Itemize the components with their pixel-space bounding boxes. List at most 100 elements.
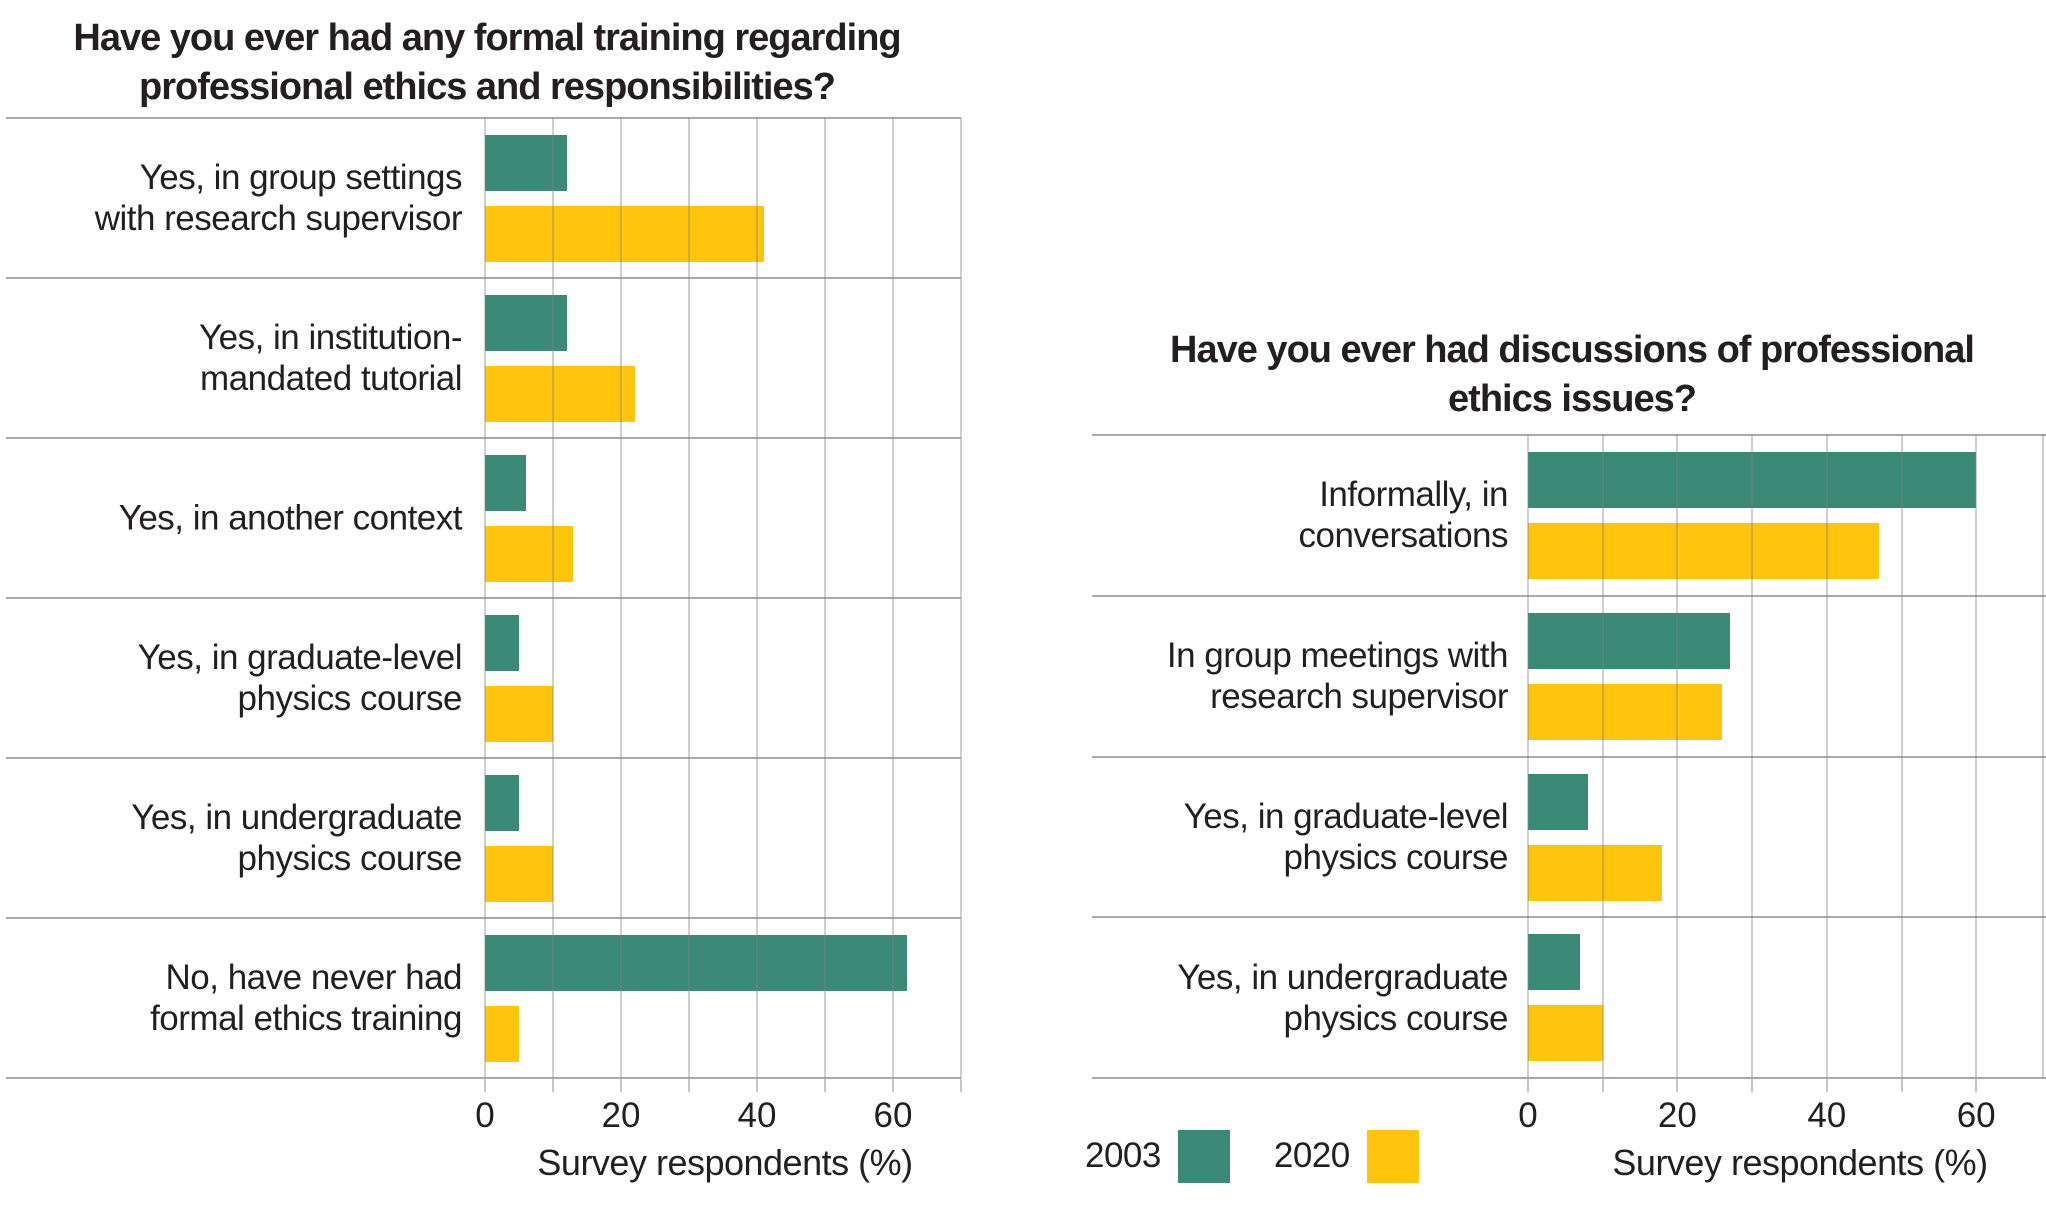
- right-category-label-line: research supervisor: [1210, 677, 1508, 717]
- right-category-label: Yes, in graduate-level physics course: [1183, 796, 1509, 878]
- right-row-divider: [1092, 594, 2046, 597]
- legend-entry-2020: 2020: [1273, 1129, 1419, 1183]
- right-chart-title: Have you ever had discussions of profess…: [1170, 326, 1975, 424]
- left-x-axis-label: Survey respondents (%): [537, 1142, 913, 1183]
- left-bar-2003-row-5: [485, 775, 519, 831]
- left-category-label-line: Yes, in institution-: [198, 318, 463, 357]
- legend: 2003 2020: [1085, 1128, 1419, 1184]
- right-row-divider: [1092, 755, 2046, 758]
- left-axis-tick: [552, 1079, 554, 1092]
- left-category-label-line: No, have never had: [165, 958, 463, 997]
- right-axis-tick: [1676, 1079, 1679, 1092]
- right-bar-2020-row-4: [1528, 1005, 1603, 1062]
- right-tick-label: 40: [1807, 1096, 1847, 1135]
- left-tick-label: 60: [873, 1096, 913, 1135]
- left-axis-tick: [892, 1079, 894, 1092]
- left-bar-2003-row-1: [485, 135, 567, 191]
- left-category-label-line: Yes, in graduate-level: [137, 638, 463, 677]
- right-bar-2003-row-4: [1528, 934, 1580, 991]
- right-chart-title-line-1: Have you ever had discussions of profess…: [1170, 329, 1975, 371]
- left-gridline: [552, 118, 554, 1078]
- left-category-label: No, have never had formal ethics training: [150, 957, 462, 1039]
- left-bar-2020-row-3: [485, 526, 573, 582]
- left-bar-2003-row-4: [485, 615, 519, 671]
- left-tick-label: 40: [737, 1096, 777, 1135]
- right-gridline: [1527, 435, 1529, 1078]
- left-axis-tick: [620, 1079, 622, 1092]
- left-bar-2003-row-6: [485, 935, 907, 991]
- right-gridline: [1601, 435, 1604, 1078]
- right-category-label-line: In group meetings with: [1166, 636, 1509, 676]
- left-category-label-line: Yes, in undergraduate: [131, 798, 462, 837]
- right-axis-tick: [1975, 1079, 1978, 1092]
- right-category-label-line: Yes, in undergraduate: [1177, 957, 1508, 997]
- left-gridline: [824, 118, 826, 1078]
- left-bar-2020-row-1: [485, 206, 764, 262]
- right-plot-right-edge: [2042, 435, 2044, 1078]
- right-gridline: [1900, 435, 1903, 1078]
- right-row-divider: [1092, 434, 2046, 436]
- right-category-label: Informally, in conversations: [1298, 474, 1509, 556]
- left-bar-2003-row-3: [485, 455, 526, 511]
- right-axis-tick: [1825, 1079, 1828, 1092]
- right-category-label: In group meetings with research superviso…: [1166, 635, 1509, 717]
- left-tick-label: 20: [601, 1096, 641, 1135]
- right-tick-label: 0: [1518, 1096, 1538, 1135]
- left-row-divider: [6, 437, 961, 439]
- legend-swatch-2003: [1177, 1129, 1230, 1183]
- left-chart-title-line-1: Have you ever had any formal training re…: [73, 17, 901, 59]
- right-tick-label: 20: [1657, 1096, 1697, 1135]
- left-category-label-line: Yes, in group settings: [139, 158, 463, 197]
- right-category-label-line: physics course: [1283, 837, 1509, 877]
- left-category-label-line: mandated tutorial: [200, 359, 462, 398]
- right-row-divider: [1092, 916, 2046, 919]
- left-chart-title-line-2: professional ethics and responsibilities…: [139, 66, 836, 108]
- left-row-divider: [6, 917, 961, 919]
- right-category-label: Yes, in undergraduate physics course: [1177, 957, 1508, 1039]
- left-row-divider: [6, 1077, 961, 1079]
- left-category-label-line: physics course: [237, 839, 463, 878]
- left-category-label-line: Yes, in another context: [118, 498, 463, 538]
- right-row-divider: [1092, 1077, 2046, 1079]
- right-bar-2020-row-2: [1528, 683, 1722, 740]
- left-gridline: [960, 118, 962, 1078]
- left-gridline: [620, 118, 622, 1078]
- right-category-label-line: Informally, in: [1319, 475, 1508, 515]
- right-axis-tick: [1900, 1079, 1903, 1092]
- legend-label-2020: 2020: [1273, 1136, 1350, 1175]
- left-gridline: [484, 118, 486, 1078]
- left-chart-title: Have you ever had any formal training re…: [73, 14, 901, 112]
- right-gridline: [1825, 435, 1828, 1078]
- left-bar-2020-row-5: [485, 846, 553, 902]
- left-axis-tick: [824, 1079, 826, 1092]
- left-category-label-line: with research supervisor: [94, 199, 463, 238]
- right-x-axis-label: Survey respondents (%): [1612, 1142, 1988, 1183]
- right-bar-2003-row-2: [1528, 612, 1730, 669]
- left-row-divider: [6, 757, 961, 759]
- left-category-label-line: physics course: [237, 679, 463, 718]
- right-axis-tick: [1601, 1079, 1604, 1092]
- left-bar-2020-row-2: [485, 366, 635, 422]
- left-bar-2020-row-4: [485, 686, 553, 742]
- left-category-label-line: formal ethics training: [150, 999, 462, 1038]
- right-category-label-line: conversations: [1298, 516, 1509, 556]
- right-category-label-line: Yes, in graduate-level: [1183, 796, 1509, 836]
- left-axis-tick: [756, 1079, 758, 1092]
- right-gridline: [1975, 435, 1978, 1078]
- left-category-label: Yes, in graduate-level physics course: [137, 637, 463, 719]
- left-category-label: Yes, in another context: [118, 498, 463, 539]
- right-bar-2020-row-1: [1528, 523, 1879, 579]
- legend-swatch-2020: [1366, 1129, 1419, 1183]
- left-axis-tick: [960, 1079, 962, 1092]
- right-category-label-line: physics course: [1283, 998, 1509, 1038]
- left-category-label: Yes, in institution-mandated tutorial: [198, 317, 463, 399]
- left-gridline: [892, 118, 894, 1078]
- right-bar-2003-row-3: [1528, 773, 1588, 830]
- left-bar-2003-row-2: [485, 295, 567, 351]
- left-category-label: Yes, in group settings with research supe…: [94, 157, 463, 239]
- right-chart-title-line-2: ethics issues?: [1448, 378, 1697, 420]
- right-bar-2020-row-3: [1528, 844, 1662, 901]
- left-axis-tick: [484, 1079, 486, 1092]
- right-gridline: [1751, 435, 1754, 1078]
